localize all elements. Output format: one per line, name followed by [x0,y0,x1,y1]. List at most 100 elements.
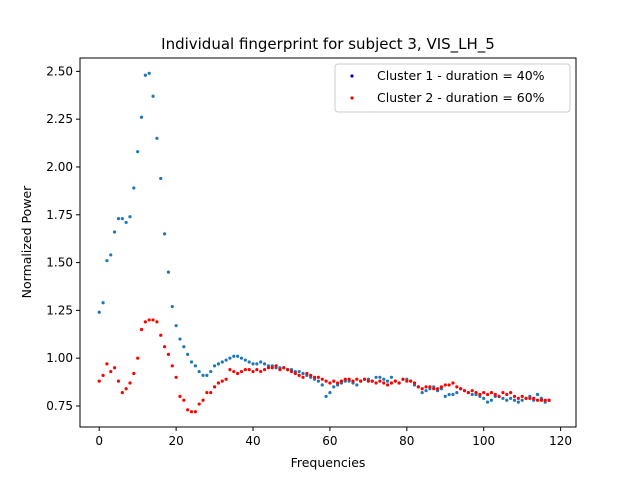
y-tick-label: 1.25 [46,303,73,317]
data-point-cluster-2 [305,371,309,376]
data-point-cluster-2 [251,369,255,374]
y-tick-label: 1.50 [46,256,73,270]
data-point-cluster-2 [339,379,344,383]
data-point-cluster-1 [374,375,378,379]
data-point-cluster-2 [547,398,551,402]
data-point-cluster-2 [286,368,290,372]
data-point-cluster-1 [101,301,105,305]
data-point-cluster-2 [316,375,320,379]
data-point-cluster-1 [178,337,182,341]
data-point-cluster-2 [432,387,436,391]
data-point-cluster-2 [105,362,109,366]
data-point-cluster-1 [455,390,459,395]
data-point-cluster-2 [289,369,294,374]
data-point-cluster-1 [505,398,509,402]
data-point-cluster-2 [274,364,278,368]
data-point-cluster-1 [512,398,517,402]
data-point-cluster-1 [382,377,386,381]
data-point-cluster-1 [243,358,247,362]
data-point-cluster-1 [262,362,267,366]
data-point-cluster-2 [428,385,432,389]
chart-title: Individual fingerprint for subject 3, VI… [161,35,495,54]
data-point-cluster-2 [462,389,467,393]
data-point-cluster-1 [124,220,128,225]
data-point-cluster-2 [113,366,117,370]
data-point-cluster-2 [155,320,159,324]
data-point-cluster-2 [482,390,486,395]
data-point-cluster-2 [532,396,536,400]
data-point-cluster-1 [324,394,328,399]
data-point-cluster-2 [343,377,347,381]
data-point-cluster-1 [209,369,213,374]
data-point-cluster-2 [312,375,317,379]
data-point-cluster-2 [147,318,151,322]
legend-marker-cluster-2 [350,96,354,100]
data-point-cluster-2 [162,345,167,349]
data-point-cluster-2 [247,368,251,372]
y-tick-label: 1.75 [46,208,73,222]
data-point-cluster-1 [224,358,228,362]
data-point-cluster-1 [143,73,147,77]
data-point-cluster-2 [497,394,501,399]
data-point-cluster-2 [378,379,382,383]
plot-area [80,58,576,427]
data-point-cluster-2 [493,392,497,397]
data-point-cluster-1 [151,94,155,98]
data-point-cluster-2 [520,394,524,399]
data-points [97,71,551,414]
data-point-cluster-2 [178,394,182,399]
data-point-cluster-2 [524,396,528,400]
data-point-cluster-2 [401,377,405,381]
data-point-cluster-1 [128,215,132,219]
x-tick-label: 60 [322,434,337,448]
data-point-cluster-1 [489,398,494,402]
x-tick-label: 120 [549,434,572,448]
data-point-cluster-1 [220,360,224,364]
data-point-cluster-2 [443,383,447,387]
y-tick-label: 1.00 [46,351,73,365]
data-point-cluster-1 [236,354,240,358]
legend: Cluster 1 - duration = 40% Cluster 2 - d… [334,63,571,113]
y-axis: 0.75 1.00 1.25 1.50 1.75 2.00 2.25 2.50 [46,64,80,413]
data-point-cluster-1 [301,371,305,376]
data-point-cluster-1 [159,176,163,181]
data-point-cluster-1 [105,259,109,263]
data-point-cluster-2 [128,381,132,385]
data-point-cluster-2 [266,366,271,370]
legend-marker-cluster-1 [350,74,354,78]
data-point-cluster-2 [347,377,351,381]
x-tick-label: 40 [245,434,260,448]
data-point-cluster-1 [328,390,332,395]
legend-label-cluster-1: Cluster 1 - duration = 40% [377,68,545,83]
data-point-cluster-1 [170,304,174,309]
data-point-cluster-2 [297,373,301,377]
data-point-cluster-1 [232,354,236,358]
data-point-cluster-2 [101,373,105,377]
data-point-cluster-2 [512,394,517,399]
data-point-cluster-2 [509,390,513,395]
data-point-cluster-1 [212,364,217,368]
data-point-cluster-1 [297,369,301,374]
data-point-cluster-2 [478,392,482,397]
data-point-cluster-1 [97,310,101,314]
data-point-cluster-1 [166,270,171,274]
data-point-cluster-2 [382,381,386,385]
data-point-cluster-2 [501,390,505,395]
data-point-cluster-2 [535,398,540,402]
data-point-cluster-2 [451,381,455,385]
data-point-cluster-1 [193,364,197,368]
data-point-cluster-2 [97,379,101,383]
data-point-cluster-2 [189,410,194,414]
data-point-cluster-2 [439,385,444,389]
data-point-cluster-2 [332,379,336,383]
data-point-cluster-2 [539,398,543,402]
x-tick-label: 20 [168,434,183,448]
data-point-cluster-2 [397,381,401,385]
data-point-cluster-2 [255,368,259,372]
data-point-cluster-2 [182,398,186,402]
data-point-cluster-2 [466,390,470,395]
data-point-cluster-1 [113,230,117,234]
data-point-cluster-1 [482,396,486,400]
data-point-cluster-1 [147,71,151,75]
data-point-cluster-2 [385,383,390,387]
